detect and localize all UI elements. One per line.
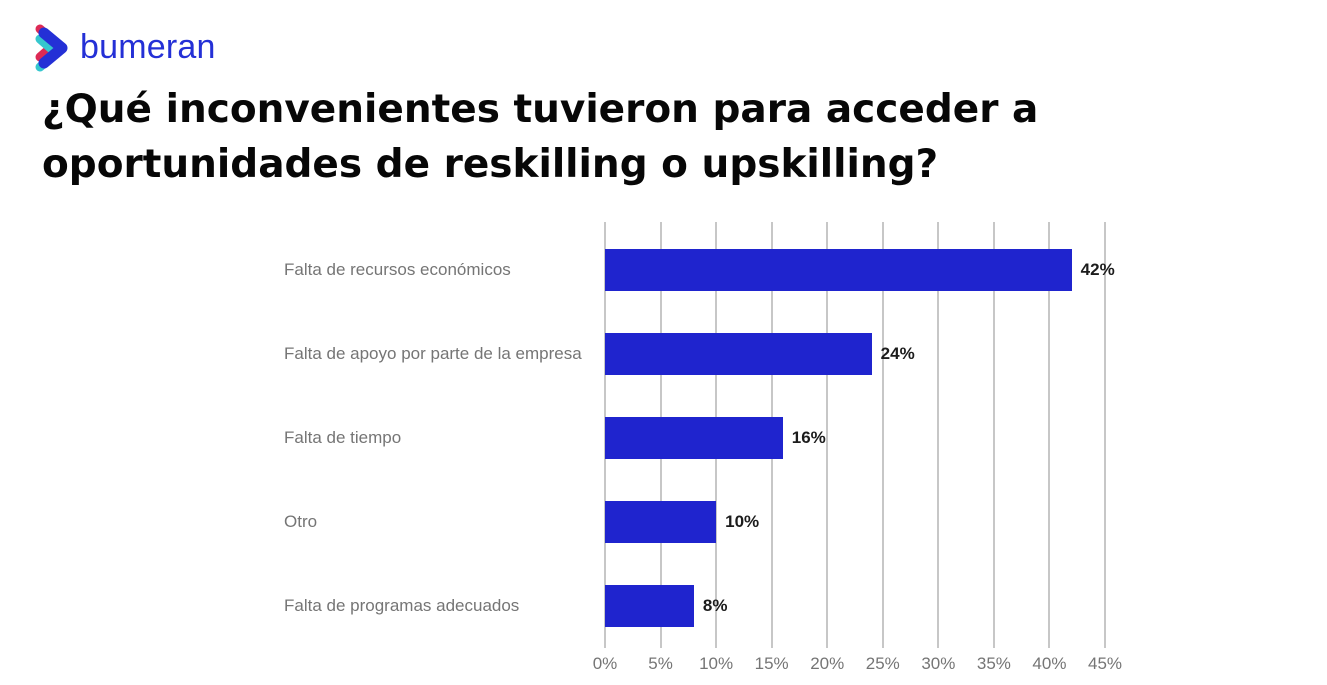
gridline-30% bbox=[937, 222, 940, 648]
x-tick-label: 10% bbox=[699, 654, 734, 673]
category-label: Falta de apoyo por parte de la empresa bbox=[284, 344, 582, 363]
bumeran-chevron-icon bbox=[30, 22, 76, 72]
category-label: Otro bbox=[284, 512, 318, 531]
value-label: 24% bbox=[880, 344, 915, 363]
bar-2 bbox=[605, 333, 872, 375]
x-tick-label: 0% bbox=[592, 654, 618, 673]
category-label: Falta de tiempo bbox=[284, 428, 402, 447]
gridline-25% bbox=[881, 222, 884, 648]
x-tick-label: 30% bbox=[921, 654, 956, 673]
value-label: 42% bbox=[1080, 260, 1115, 279]
bar-4 bbox=[605, 501, 717, 543]
gridline-40% bbox=[1048, 222, 1051, 648]
page-title: ¿Qué inconvenientes tuvieron para accede… bbox=[42, 82, 1038, 192]
category-label: Falta de recursos económicos bbox=[284, 260, 511, 279]
page-title-line2: oportunidades de reskilling o upskilling… bbox=[42, 142, 939, 187]
bar-3 bbox=[605, 417, 783, 459]
x-tick-label: 45% bbox=[1087, 654, 1123, 673]
bumeran-logo-text: bumeran bbox=[80, 27, 216, 66]
category-label: Falta de programas adecuados bbox=[284, 596, 520, 615]
x-tick-label: 5% bbox=[648, 654, 673, 673]
gridline-35% bbox=[992, 222, 995, 648]
value-label: 10% bbox=[725, 512, 760, 531]
page-title-line1: ¿Qué inconvenientes tuvieron para accede… bbox=[42, 87, 1039, 132]
bumeran-logo: bumeran bbox=[30, 22, 216, 72]
x-tick-label: 20% bbox=[810, 654, 845, 673]
x-tick-label: 35% bbox=[976, 654, 1011, 673]
bar-1 bbox=[605, 249, 1072, 291]
gridline-45% bbox=[1104, 222, 1106, 648]
x-tick-label: 15% bbox=[754, 654, 789, 673]
value-label: 8% bbox=[702, 596, 728, 615]
x-tick-label: 40% bbox=[1032, 654, 1067, 673]
bar-5 bbox=[605, 585, 694, 627]
gridline-20% bbox=[826, 222, 829, 648]
x-tick-label: 25% bbox=[865, 654, 900, 673]
value-label: 16% bbox=[791, 428, 826, 447]
